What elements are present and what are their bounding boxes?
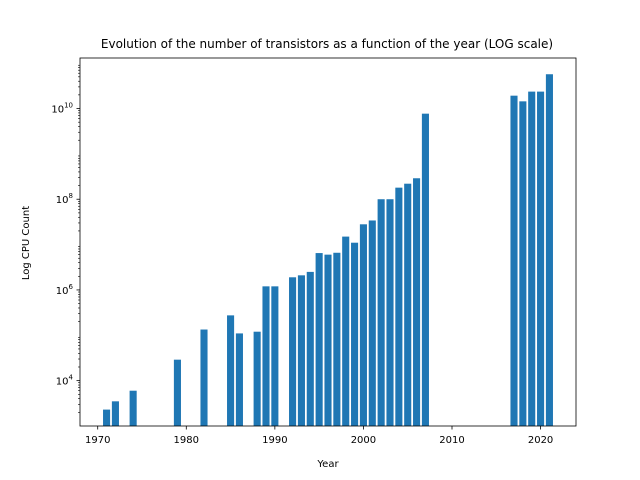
bar-1971 (103, 409, 111, 426)
bar-1993 (297, 275, 305, 426)
plot-frame (79, 57, 577, 427)
y-tick-label-10: 1010 (51, 102, 73, 116)
bar-2003 (386, 199, 394, 426)
bar-1994 (306, 271, 314, 426)
y-axis-label: Log CPU Count (21, 206, 32, 280)
bar-1995 (315, 253, 323, 426)
axes: 1970 1980 1990 2000 2010 2020 104 106 108 1010 (51, 57, 577, 446)
bar-2018 (519, 101, 527, 426)
x-tick-label-2020: 2020 (528, 435, 553, 446)
x-tick-label-2010: 2010 (439, 435, 464, 446)
bar-1990 (271, 286, 279, 426)
bar-1972 (111, 401, 119, 426)
bar-1999 (351, 242, 359, 426)
bar-2021 (545, 74, 553, 427)
bar-1998 (342, 236, 350, 426)
chart-title: Evolution of the number of transistors a… (101, 37, 553, 51)
bar-2002 (377, 199, 385, 426)
bar-2006 (413, 178, 421, 426)
bar-2000 (359, 224, 367, 426)
bar-1988 (253, 331, 261, 426)
bar-1979 (173, 359, 181, 426)
bar-2019 (528, 91, 536, 426)
bar-2017 (510, 95, 518, 426)
bar-1989 (262, 286, 270, 426)
bar-1996 (324, 254, 332, 426)
bar-2001 (368, 220, 376, 426)
bar-1974 (129, 390, 137, 426)
bar-2020 (537, 91, 545, 426)
bar-1985 (227, 315, 235, 426)
y-tick-label-4: 104 (56, 374, 74, 388)
x-tick-label-1970: 1970 (85, 435, 110, 446)
bar-2005 (404, 183, 412, 426)
x-tick-label-1990: 1990 (262, 435, 287, 446)
x-axis-label: Year (316, 459, 339, 470)
bar-1986 (235, 333, 243, 426)
x-tick-label-1980: 1980 (174, 435, 199, 446)
bar-1992 (289, 277, 297, 426)
y-tick-label-6: 106 (56, 283, 74, 297)
bar-series (103, 74, 553, 427)
y-tick-label-8: 108 (56, 192, 73, 206)
bar-1997 (333, 252, 341, 426)
x-tick-label-2000: 2000 (351, 435, 376, 446)
bar-2004 (395, 187, 403, 426)
bar-2007 (421, 113, 429, 426)
bar-1982 (200, 329, 208, 426)
